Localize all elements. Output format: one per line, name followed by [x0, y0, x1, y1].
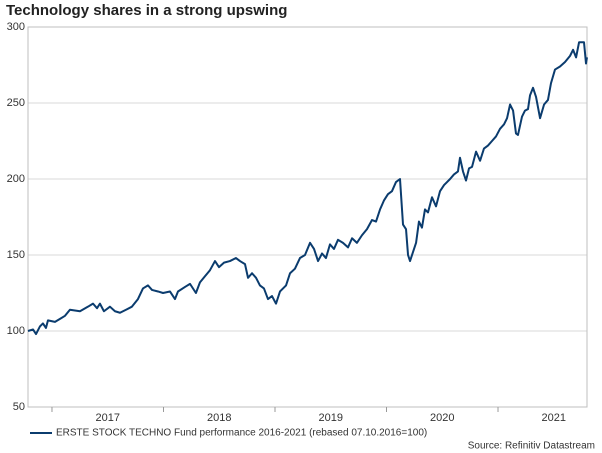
y-tick-label: 300 [7, 21, 25, 33]
y-tick-label: 200 [7, 173, 25, 185]
plot-frame [27, 26, 588, 408]
source: Source: Refinitiv Datastream [468, 441, 595, 452]
legend-label: ERSTE STOCK TECHNO Fund performance 2016… [56, 428, 427, 439]
x-tick-label: 2019 [319, 412, 343, 424]
x-tick-label: 2021 [542, 412, 566, 424]
y-tick-label: 100 [7, 325, 25, 337]
y-tick-label: 50 [13, 401, 25, 413]
x-tick-label: 2017 [95, 412, 119, 424]
series-line [27, 41, 588, 336]
y-tick-label: 250 [7, 97, 25, 109]
x-tick-label: 2018 [207, 412, 231, 424]
y-tick-label: 150 [7, 249, 25, 261]
chart-title: Technology shares in a strong upswing [6, 2, 287, 19]
x-tick-label: 2020 [430, 412, 454, 424]
